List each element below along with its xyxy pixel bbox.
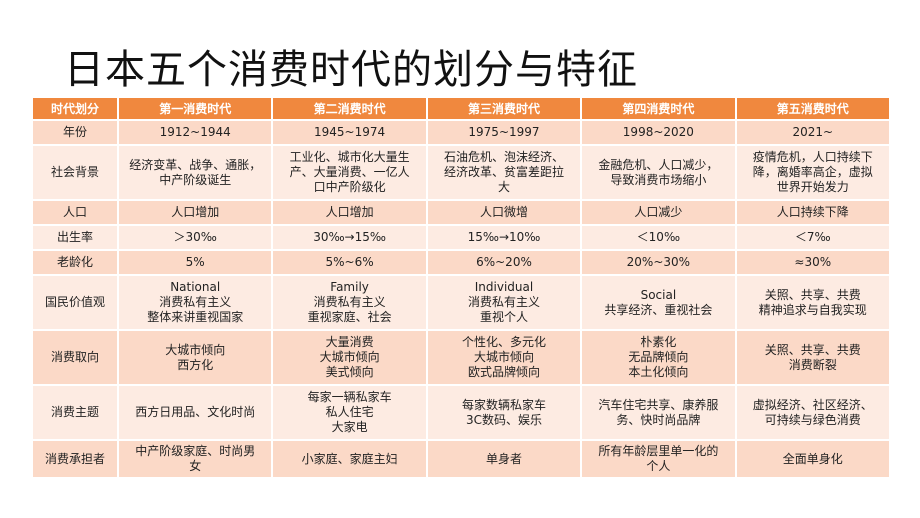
header-cell-era-4: 第四消费时代 <box>582 98 735 119</box>
table-cell: 人口减少 <box>582 201 735 224</box>
header-cell-era-3: 第三消费时代 <box>427 98 581 119</box>
header-cell-era-5: 第五消费时代 <box>736 98 889 119</box>
table-cell: 小家庭、家庭主妇 <box>273 441 426 477</box>
row-label: 年份 <box>33 121 117 144</box>
table-cell: Family 消费私有主义 重视家庭、社会 <box>273 276 426 329</box>
table-cell: 个性化、多元化 大城市倾向 欧式品牌倾向 <box>427 331 581 384</box>
table-cell: 所有年龄层里单一化的 个人 <box>582 441 735 477</box>
table-cell: 5%~6% <box>273 251 426 274</box>
table-cell: Social 共享经济、重视社会 <box>582 276 735 329</box>
page-title: 日本五个消费时代的划分与特征 <box>64 47 638 93</box>
header-cell-era-2: 第二消费时代 <box>273 98 426 119</box>
table-cell: 人口增加 <box>119 201 272 224</box>
row-label: 老龄化 <box>33 251 117 274</box>
table-cell: 5% <box>119 251 272 274</box>
row-label: 人口 <box>33 201 117 224</box>
row-label: 消费承担者 <box>33 441 117 477</box>
header-row: 时代划分 第一消费时代 第二消费时代 第三消费时代 第四消费时代 第五消费时代 <box>33 98 889 119</box>
table-cell: ＜10‰ <box>582 226 735 249</box>
header-cell-era-1: 第一消费时代 <box>119 98 272 119</box>
table-cell: 单身者 <box>427 441 581 477</box>
table-cell: ≈30% <box>736 251 889 274</box>
row-label: 消费取向 <box>33 331 117 384</box>
table-cell: 人口微增 <box>427 201 581 224</box>
table-cell: 疫情危机，人口持续下 降，离婚率高企，虚拟 世界开始发力 <box>736 146 889 199</box>
table-cell: 20%~30% <box>582 251 735 274</box>
table-cell: 全面单身化 <box>736 441 889 477</box>
table-row-consumption-theme: 消费主题 西方日用品、文化时尚 每家一辆私家车 私人住宅 大家电 每家数辆私家车… <box>33 386 889 439</box>
row-label: 社会背景 <box>33 146 117 199</box>
row-label: 国民价值观 <box>33 276 117 329</box>
table-cell: Individual 消费私有主义 重视个人 <box>427 276 581 329</box>
table-cell: 每家数辆私家车 3C数码、娱乐 <box>427 386 581 439</box>
table-cell: 石油危机、泡沫经济、 经济改革、贫富差距拉 大 <box>427 146 581 199</box>
table-cell: 1975~1997 <box>427 121 581 144</box>
table-cell: 6%~20% <box>427 251 581 274</box>
table-cell: 大量消费 大城市倾向 美式倾向 <box>273 331 426 384</box>
table-row-aging: 老龄化 5% 5%~6% 6%~20% 20%~30% ≈30% <box>33 251 889 274</box>
table-cell: 朴素化 无品牌倾向 本土化倾向 <box>582 331 735 384</box>
table-cell: 中产阶级家庭、时尚男 女 <box>119 441 272 477</box>
table-cell: 金融危机、人口减少， 导致消费市场缩小 <box>582 146 735 199</box>
consumption-era-table: 时代划分 第一消费时代 第二消费时代 第三消费时代 第四消费时代 第五消费时代 … <box>31 96 891 479</box>
table-cell: 人口持续下降 <box>736 201 889 224</box>
table-cell: National 消费私有主义 整体来讲重视国家 <box>119 276 272 329</box>
table-cell: 15‰→10‰ <box>427 226 581 249</box>
table-cell: 工业化、城市化大量生 产、大量消费、一亿人 口中产阶级化 <box>273 146 426 199</box>
table-row-national-values: 国民价值观 National 消费私有主义 整体来讲重视国家 Family 消费… <box>33 276 889 329</box>
table-cell: 关照、共享、共费 消费断裂 <box>736 331 889 384</box>
table-cell: 大城市倾向 西方化 <box>119 331 272 384</box>
table-row-year: 年份 1912~1944 1945~1974 1975~1997 1998~20… <box>33 121 889 144</box>
table-cell: 2021~ <box>736 121 889 144</box>
table-cell: 1998~2020 <box>582 121 735 144</box>
header-cell-era-division: 时代划分 <box>33 98 117 119</box>
table-cell: 虚拟经济、社区经济、 可持续与绿色消费 <box>736 386 889 439</box>
table-cell: 每家一辆私家车 私人住宅 大家电 <box>273 386 426 439</box>
table-row-social-background: 社会背景 经济变革、战争、通胀， 中产阶级诞生 工业化、城市化大量生 产、大量消… <box>33 146 889 199</box>
table-cell: ＜7‰ <box>736 226 889 249</box>
table-row-population: 人口 人口增加 人口增加 人口微增 人口减少 人口持续下降 <box>33 201 889 224</box>
table-cell: 经济变革、战争、通胀， 中产阶级诞生 <box>119 146 272 199</box>
table-cell: 1945~1974 <box>273 121 426 144</box>
table-row-birth-rate: 出生率 ＞30‰ 30‰→15‰ 15‰→10‰ ＜10‰ ＜7‰ <box>33 226 889 249</box>
table-row-consumption-orientation: 消费取向 大城市倾向 西方化 大量消费 大城市倾向 美式倾向 个性化、多元化 大… <box>33 331 889 384</box>
table-cell: ＞30‰ <box>119 226 272 249</box>
table-cell: 1912~1944 <box>119 121 272 144</box>
table-cell: 30‰→15‰ <box>273 226 426 249</box>
row-label: 出生率 <box>33 226 117 249</box>
table-cell: 关照、共享、共费 精神追求与自我实现 <box>736 276 889 329</box>
table-row-consumption-bearer: 消费承担者 中产阶级家庭、时尚男 女 小家庭、家庭主妇 单身者 所有年龄层里单一… <box>33 441 889 477</box>
table-cell: 汽车住宅共享、康养服 务、快时尚品牌 <box>582 386 735 439</box>
row-label: 消费主题 <box>33 386 117 439</box>
table-cell: 人口增加 <box>273 201 426 224</box>
table-cell: 西方日用品、文化时尚 <box>119 386 272 439</box>
